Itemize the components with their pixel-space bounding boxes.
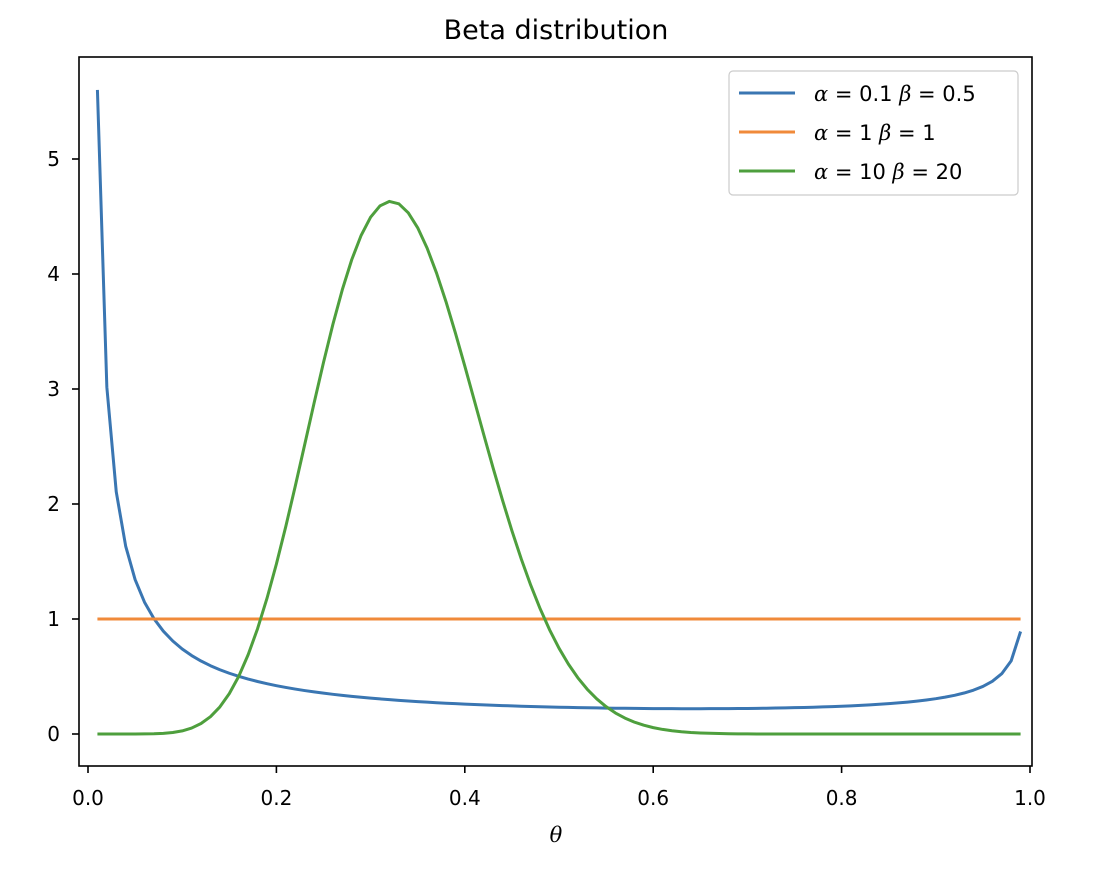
legend-label-2: α = 1 β = 1 <box>814 121 936 145</box>
legend-label-3: α = 10 β = 20 <box>814 160 962 184</box>
y-tick-label: 0 <box>47 722 60 746</box>
y-tick-label: 5 <box>47 147 60 171</box>
y-tick-label: 2 <box>47 492 60 516</box>
x-tick-label: 0.2 <box>260 786 292 810</box>
legend-box <box>728 70 1019 196</box>
x-tick-label: 1.0 <box>1014 786 1046 810</box>
axes-frame <box>78 56 1033 767</box>
x-tick-label: 0.6 <box>637 786 669 810</box>
x-tick-label: 0.4 <box>449 786 481 810</box>
legend-label-1: α = 0.1 β = 0.5 <box>814 82 976 106</box>
x-axis-ticks: 0.0 0.2 0.4 0.6 0.8 1.0 <box>72 766 1046 810</box>
plot-lines <box>95 89 1023 736</box>
x-tick-label: 0.8 <box>826 786 858 810</box>
legend: α = 0.1 β = 0.5 α = 1 β = 1 α = 10 β = 20 <box>728 70 1019 196</box>
y-tick-label: 3 <box>47 377 60 401</box>
chart-title: Beta distribution <box>444 15 669 46</box>
series-line-3 <box>97 199 1021 736</box>
y-axis-ticks: 0 1 2 3 4 5 <box>47 147 79 746</box>
x-tick-label: 0.0 <box>72 786 104 810</box>
series-line-1 <box>95 89 1023 711</box>
x-axis-label: θ <box>550 823 563 847</box>
y-tick-label: 4 <box>47 262 60 286</box>
y-tick-label: 1 <box>47 607 60 631</box>
